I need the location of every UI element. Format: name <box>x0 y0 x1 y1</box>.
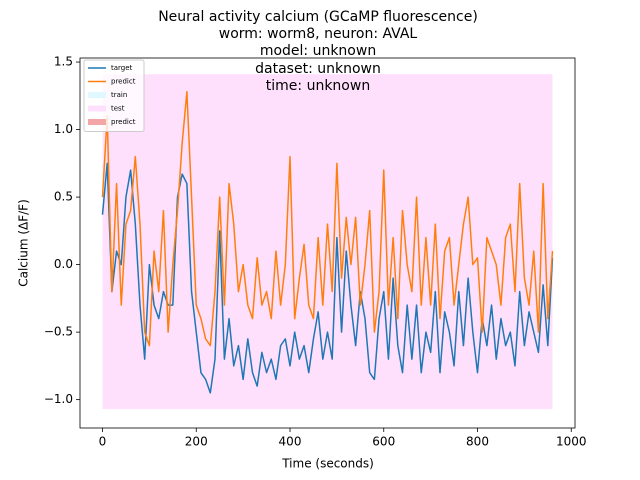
chart-subtitle: dataset: unknown <box>255 61 381 77</box>
data-line <box>101 162 554 394</box>
legend-label: predict <box>111 118 136 126</box>
chart-title: Neural activity calcium (GCaMP fluoresce… <box>158 9 478 25</box>
y-tick-label: 1.0 <box>54 122 73 136</box>
legend: target predict train test predict <box>83 59 145 132</box>
x-tick-label: 0 <box>99 435 107 449</box>
legend-label: predict <box>111 78 136 86</box>
x-tick-label: 1000 <box>556 435 587 449</box>
legend-label: train <box>111 91 127 99</box>
y-axis-label: Calcium (ΔF/F) <box>17 199 31 287</box>
x-tick-label: 800 <box>466 435 489 449</box>
y-tick-label: −1.0 <box>44 392 73 406</box>
data-line <box>101 91 554 347</box>
chart-subtitle: model: unknown <box>260 43 376 59</box>
legend-swatch <box>88 119 106 125</box>
legend-label: target <box>111 64 133 72</box>
y-tick-label: −0.5 <box>44 325 73 339</box>
plot-area <box>101 74 554 410</box>
y-tick-label: 0.5 <box>54 190 73 204</box>
shaded-region <box>102 74 553 410</box>
x-tick-label: 400 <box>279 435 302 449</box>
axes-frame <box>79 57 576 429</box>
x-axis-label: Time (seconds) <box>281 457 374 471</box>
legend-label: test <box>111 105 125 113</box>
chart-subtitle: time: unknown <box>266 78 370 94</box>
y-tick-label: 1.5 <box>54 55 73 69</box>
chart-subtitle: worm: worm8, neuron: AVAL <box>219 26 418 42</box>
legend-swatch <box>88 105 106 112</box>
x-tick-label: 200 <box>185 435 208 449</box>
y-tick-label: 0.0 <box>54 257 73 271</box>
x-tick-label: 600 <box>372 435 395 449</box>
legend-swatch <box>88 92 106 98</box>
legend-box <box>83 59 145 132</box>
